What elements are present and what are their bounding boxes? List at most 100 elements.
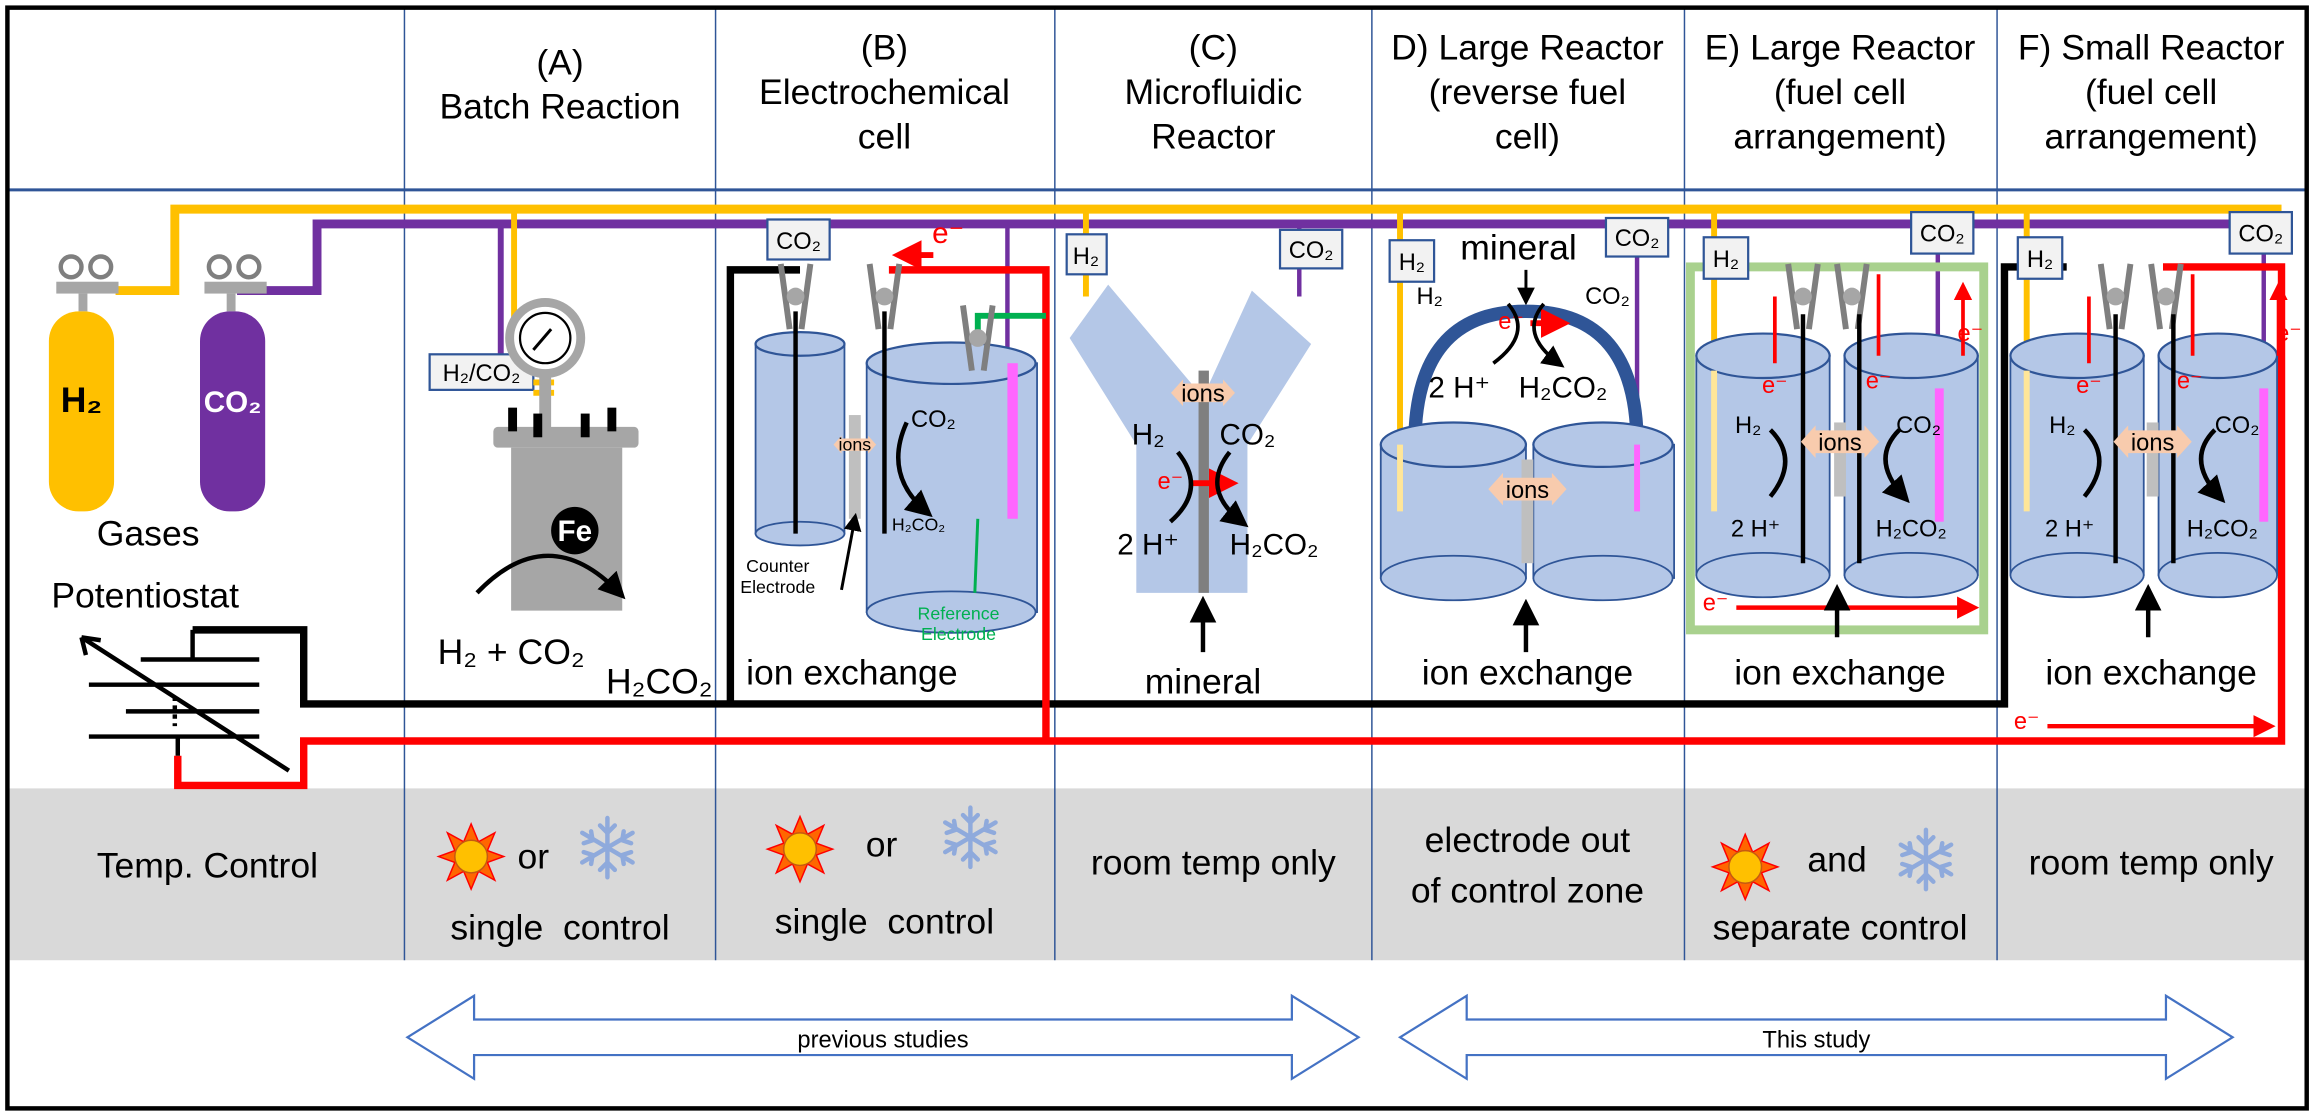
co2-cylinder-label: CO₂ (204, 386, 262, 419)
temp-e-text: separate control (1713, 908, 1968, 948)
sun-icon (766, 815, 834, 883)
protons-label: 2 H⁺ (1117, 528, 1179, 561)
temp-control-row: or single control or single control room… (437, 808, 2274, 948)
electron-label: e⁻ (932, 217, 964, 250)
this-study-label: This study (1762, 1028, 1870, 1054)
electrical-wires (174, 263, 2286, 790)
electron-label: e⁻ (1866, 368, 1892, 394)
outer-border (5, 5, 2309, 1111)
header-c-line3: Reactor (1151, 116, 1276, 156)
co2-label: CO₂ (1896, 413, 1941, 439)
h2-label: H₂ (1132, 419, 1165, 452)
batch-reactor: H₂/CO₂ Fe H₂ + CO₂ H₂CO₂ (428, 298, 713, 702)
temp-c-text: room temp only (1091, 842, 1336, 882)
study-arrows: previous studies This study (405, 993, 2235, 1081)
header-a-line2: Batch Reaction (439, 87, 680, 127)
electron-label: e⁻ (1762, 373, 1788, 399)
co2-inlet-label: CO₂ (1615, 226, 1660, 252)
ion-exchange-label: ion exchange (746, 653, 957, 693)
ion-exchange-label: ion exchange (1734, 653, 1945, 693)
h2-inlet-label: H₂ (1399, 250, 1425, 276)
potentiostat-label: Potentiostat (51, 576, 239, 616)
header-c-line1: (C) (1189, 27, 1238, 67)
fe-label: Fe (558, 515, 593, 548)
header-a-line1: (A) (536, 42, 583, 82)
product-label: H₂CO₂ (892, 515, 945, 535)
temp-e-joiner: and (1807, 839, 1866, 879)
h2-cylinder (48, 311, 115, 512)
h2-inlet-label: H₂ (1713, 247, 1739, 273)
protons-label: 2 H⁺ (1428, 371, 1490, 404)
h2-inlet-label: H₂ (1073, 244, 1099, 270)
sun-icon (437, 823, 505, 890)
product-label: H₂CO₂ (1519, 371, 1608, 404)
gas-cylinders: H₂ CO₂ Gases Potentiostat (48, 254, 267, 616)
h2-cylinder-label: H₂ (61, 380, 102, 420)
header-d-line1: D) Large Reactor (1391, 27, 1664, 67)
product-label: H₂CO₂ (1876, 517, 1947, 543)
header-e-line1: E) Large Reactor (1705, 27, 1976, 67)
previous-studies-label: previous studies (797, 1028, 968, 1054)
mineral-label: mineral (1460, 227, 1577, 267)
header-b-line1: (B) (861, 27, 908, 67)
temp-d-text1: electrode out (1425, 820, 1631, 860)
product-label: H₂CO₂ (1230, 528, 1319, 561)
ions-label: ions (839, 435, 872, 455)
header-f-line3: arrangement) (2044, 116, 2257, 156)
temp-control-label: Temp. Control (97, 845, 318, 885)
reference-electrode-label: Reference (918, 604, 1000, 624)
co2-inlet-label: CO₂ (2238, 222, 2283, 248)
h2-co2-inlet-label: H₂/CO₂ (443, 361, 521, 387)
ions-label: ions (2131, 431, 2174, 457)
co2-label: CO₂ (911, 407, 956, 433)
counter-electrode-label-2: Electrode (740, 577, 815, 597)
reactor-lid (493, 426, 639, 448)
ions-label: ions (1506, 478, 1549, 504)
h2-label: H₂ (2049, 413, 2075, 439)
temp-b-joiner: or (866, 825, 898, 865)
header-f-line1: F) Small Reactor (2018, 27, 2285, 67)
header-f-line2: (fuel cell (2085, 72, 2217, 112)
reactants-label: H₂ + CO₂ (438, 632, 585, 672)
salt-bridge (1408, 304, 1644, 445)
ions-label: ions (1818, 431, 1861, 457)
protons-label: 2 H⁺ (2045, 517, 2094, 543)
ion-exchange-label: ion exchange (1422, 653, 1633, 693)
h2-label: H₂ (1735, 413, 1761, 439)
reference-electrode-label-2: Electrode (921, 624, 996, 644)
regulator-icon (56, 254, 267, 312)
temp-f-text: room temp only (2029, 842, 2274, 882)
co2-cylinder (200, 311, 266, 512)
protons-label: 2 H⁺ (1731, 517, 1780, 543)
column-headers: (A) Batch Reaction (B) Electrochemical c… (439, 27, 2284, 156)
sun-icon (1711, 833, 1779, 901)
small-fuel-cell-reactor: H₂ CO₂ e⁻ e⁻ e⁻ ions H₂ CO₂ 2 H⁺ H₂CO₂ i… (2009, 210, 2302, 738)
header-c-line2: Microfluidic (1124, 72, 1302, 112)
co2-inlet-label: CO₂ (776, 229, 821, 255)
co2-label: CO₂ (1219, 419, 1275, 452)
header-d-line2: (reverse fuel (1429, 72, 1627, 112)
temp-a-joiner: or (518, 836, 550, 876)
temp-b-text: single control (775, 902, 994, 942)
h2-inlet-label: H₂ (2027, 247, 2053, 273)
electron-label: e⁻ (1498, 309, 1524, 335)
temp-a-text: single control (450, 908, 669, 948)
electron-label: e⁻ (2177, 368, 2203, 394)
previous-studies-arrow (405, 993, 1361, 1081)
table-grid (7, 7, 2307, 961)
electron-label: e⁻ (1703, 591, 1729, 617)
h2-label: H₂ (1416, 284, 1442, 310)
ions-label: ions (1181, 382, 1224, 408)
co2-inlet-label: CO₂ (1920, 222, 1965, 248)
header-b-line3: cell (858, 116, 911, 156)
fe-catalyst (551, 506, 599, 555)
ion-exchange-label: ion exchange (2045, 653, 2256, 693)
this-study-arrow (1397, 993, 2235, 1081)
counter-electrode-label: Counter (746, 556, 809, 576)
co2-label: CO₂ (2215, 413, 2260, 439)
product-label: H₂CO₂ (2187, 517, 2258, 543)
electron-label: e⁻ (1958, 321, 1984, 347)
electron-label: e⁻ (2276, 321, 2302, 347)
header-b-line2: Electrochemical (759, 72, 1010, 112)
